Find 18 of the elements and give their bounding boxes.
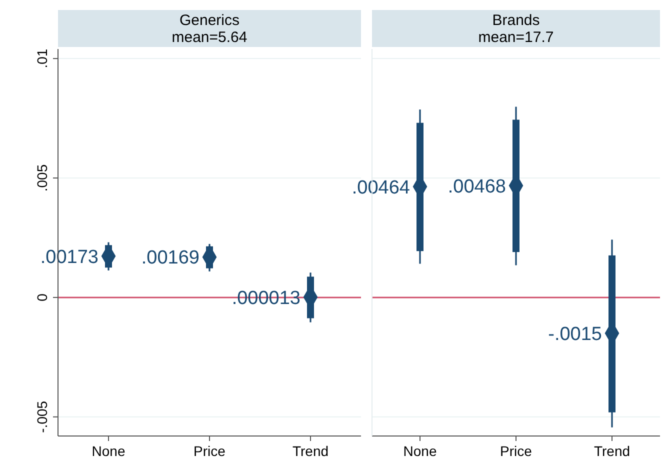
data-label: -.0015 [548,324,602,345]
y-tick-label: .01 [34,48,50,68]
data-label: .00464 [352,177,410,198]
data-label: .00169 [141,248,200,269]
x-tick-label: Price [500,443,532,459]
x-tick-label: None [403,443,437,459]
x-tick-label: Trend [594,443,630,459]
x-tick-label: Price [194,443,226,459]
y-tick-label: .005 [34,164,50,192]
chart-title: Generics [179,12,240,29]
y-tick-label: 0 [34,293,50,302]
chart-title: Brands [492,12,540,29]
x-tick-label: None [92,443,126,459]
chart-subtitle: mean=17.7 [478,29,554,46]
chart-subtitle: mean=5.64 [172,29,248,46]
y-tick-label: -.005 [34,400,50,433]
data-label: .00468 [448,176,506,198]
x-tick-label: Trend [292,443,329,459]
